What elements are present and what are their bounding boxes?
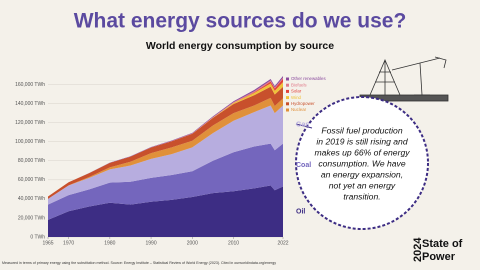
legend-swatch <box>286 108 289 112</box>
y-tick-label: 0 TWh <box>30 234 45 240</box>
annotation-line: consumption. We have <box>318 158 405 168</box>
series-label: Gas <box>296 121 309 128</box>
chart-title: What energy sources do we use? <box>74 10 407 33</box>
brand-year: 2024 <box>412 237 424 262</box>
y-tick-label: 120,000 TWh <box>15 120 45 126</box>
annotation-line: Fossil fuel production <box>321 125 402 135</box>
x-tick-label: 1970 <box>63 240 74 246</box>
annotation-pointer <box>295 123 313 129</box>
legend-label: Biofuels <box>291 82 307 87</box>
area <box>48 185 283 237</box>
y-tick-label: 40,000 TWh <box>18 196 45 202</box>
x-tick-label: 2010 <box>228 240 239 246</box>
annotation-line: an energy expansion, <box>321 169 403 179</box>
legend-swatch <box>286 89 289 93</box>
y-tick-label: 100,000 TWh <box>15 139 45 145</box>
x-tick-label: 1965 <box>42 240 53 246</box>
legend-label: Solar <box>291 89 302 94</box>
series-label: Oil <box>296 209 305 216</box>
legend-swatch <box>286 102 289 106</box>
annotation-circle <box>295 96 429 230</box>
legend-label: Nuclear <box>291 107 307 112</box>
x-tick-label: 1990 <box>146 240 157 246</box>
y-tick-label: 140,000 TWh <box>15 101 45 107</box>
annotation-line: in 2019 is still rising and <box>316 136 407 146</box>
x-tick-label: 2022 <box>277 240 288 246</box>
annotation-line: not yet an energy <box>329 180 396 190</box>
legend-swatch <box>286 96 289 100</box>
area <box>48 143 283 220</box>
y-tick-label: 20,000 TWh <box>18 215 45 221</box>
series-label: Coal <box>296 162 311 169</box>
footnote: Measured in terms of primary energy usin… <box>2 261 276 265</box>
area <box>48 86 283 199</box>
y-tick-label: 60,000 TWh <box>18 177 45 183</box>
annotation-line: makes up 66% of energy <box>314 147 410 157</box>
legend-label: Other renewables <box>291 76 326 81</box>
y-tick-label: 160,000 TWh <box>15 82 45 88</box>
legend-swatch <box>286 77 289 81</box>
legend-label: Wind <box>291 95 302 100</box>
x-tick-label: 2000 <box>187 240 198 246</box>
legend-label: Hydropower <box>291 101 315 106</box>
y-tick-label: 80,000 TWh <box>18 158 45 164</box>
area <box>48 105 283 205</box>
legend-swatch <box>286 83 289 87</box>
brand-name: Power <box>422 251 456 263</box>
annotation-line: transition. <box>343 191 380 201</box>
brand-name: State of <box>422 238 463 250</box>
area <box>48 97 283 199</box>
x-tick-label: 1980 <box>104 240 115 246</box>
chart-subtitle: World energy consumption by source <box>146 40 334 52</box>
oil-rig-icon <box>359 56 449 102</box>
